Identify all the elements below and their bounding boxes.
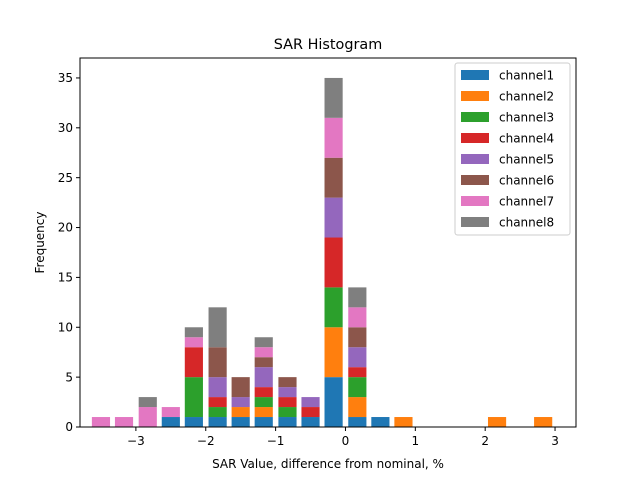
bar-channel3-bin-10 — [324, 287, 343, 328]
bar-channel4-bin-10 — [324, 237, 343, 288]
bar-channel8-bin-5 — [208, 307, 227, 348]
bar-channel1-bin-7 — [254, 417, 273, 427]
bar-channel7-bin-7 — [254, 347, 273, 358]
bar-channel4-bin-8 — [278, 397, 297, 408]
bar-channel7-bin-10 — [324, 117, 343, 158]
y-tick-label: 5 — [65, 370, 73, 384]
bar-channel8-bin-10 — [324, 77, 343, 118]
x-tick-label: −2 — [197, 434, 215, 448]
legend-label-channel3: channel3 — [499, 110, 554, 124]
bar-channel7-bin-4 — [184, 337, 203, 348]
bar-channel1-bin-3 — [161, 417, 180, 427]
bar-channel7-bin-2 — [138, 407, 157, 427]
y-tick-label: 35 — [58, 71, 73, 85]
bar-channel2-bin-7 — [254, 407, 273, 418]
bar-channel1-bin-5 — [208, 417, 227, 427]
bar-channel7-bin-0 — [91, 417, 111, 427]
bar-channel1-bin-10 — [324, 377, 343, 427]
bar-channel6-bin-6 — [231, 377, 250, 398]
chart-title: SAR Histogram — [274, 37, 382, 53]
bar-channel4-bin-9 — [301, 407, 320, 418]
legend-swatch-channel8 — [461, 217, 489, 227]
y-tick-label: 25 — [58, 171, 73, 185]
bar-channel7-bin-3 — [161, 407, 180, 418]
bar-channel1-bin-9 — [301, 417, 320, 427]
y-axis: 0 5 10 15 20 25 30 35 — [58, 71, 80, 434]
legend-swatch-channel5 — [461, 154, 489, 164]
bar-channel6-bin-5 — [208, 347, 227, 378]
bar-channel1-bin-12 — [371, 417, 390, 427]
legend-swatch-channel2 — [461, 91, 489, 101]
bar-channel5-bin-10 — [324, 197, 343, 238]
legend-swatch-channel3 — [461, 112, 489, 122]
bar-channel1-bin-8 — [278, 417, 297, 427]
x-tick-label: −3 — [127, 434, 145, 448]
bar-channel6-bin-8 — [278, 377, 297, 388]
legend-label-channel6: channel6 — [499, 173, 554, 187]
y-axis-label: Frequency — [33, 212, 47, 274]
bar-channel6-bin-10 — [324, 157, 343, 198]
bar-channel3-bin-5 — [208, 407, 227, 418]
bar-channel2-bin-14 — [487, 417, 507, 427]
bar-channel5-bin-6 — [231, 397, 250, 408]
bar-channel4-bin-7 — [254, 387, 273, 398]
bar-channel2-bin-6 — [231, 407, 250, 418]
bar-channel6-bin-7 — [254, 357, 273, 368]
bar-channel5-bin-8 — [278, 387, 297, 398]
bar-channel1-bin-11 — [348, 417, 367, 427]
bar-channel4-bin-11 — [348, 367, 367, 378]
x-tick-label: 0 — [342, 434, 350, 448]
bar-channel7-bin-1 — [114, 417, 134, 427]
x-tick-label: 3 — [551, 434, 559, 448]
legend-box — [454, 62, 571, 236]
bar-channel1-bin-6 — [231, 417, 250, 427]
bar-channel6-bin-11 — [348, 327, 367, 348]
bar-channel3-bin-7 — [254, 397, 273, 408]
legend-swatch-channel7 — [461, 196, 489, 206]
legend-label-channel1: channel1 — [499, 68, 554, 82]
y-tick-label: 30 — [58, 121, 73, 135]
legend-label-channel7: channel7 — [499, 194, 554, 208]
legend-label-channel5: channel5 — [499, 152, 554, 166]
bar-channel2-bin-13 — [394, 417, 413, 427]
x-tick-label: 1 — [412, 434, 420, 448]
bar-channel3-bin-8 — [278, 407, 297, 418]
bar-channel8-bin-2 — [138, 397, 157, 408]
bar-channel3-bin-4 — [184, 377, 203, 418]
bar-channel8-bin-7 — [254, 337, 273, 348]
y-tick-label: 10 — [58, 320, 73, 334]
y-tick-label: 20 — [58, 221, 73, 235]
x-tick-label: 2 — [481, 434, 489, 448]
bar-channel2-bin-15 — [534, 417, 553, 427]
bar-channel5-bin-11 — [348, 347, 367, 368]
bar-channel3-bin-11 — [348, 377, 367, 398]
y-tick-label: 0 — [65, 420, 73, 434]
legend-swatch-channel6 — [461, 175, 489, 185]
legend-label-channel4: channel4 — [499, 131, 554, 145]
bar-channel2-bin-11 — [348, 397, 367, 418]
legend-swatch-channel4 — [461, 133, 489, 143]
bar-channel2-bin-10 — [324, 327, 343, 378]
legend-label-channel2: channel2 — [499, 89, 554, 103]
x-axis: −3 −2 −1 0 1 2 3 — [127, 427, 559, 448]
bar-channel8-bin-4 — [184, 327, 203, 338]
y-tick-label: 15 — [58, 271, 73, 285]
bar-channel5-bin-9 — [301, 397, 320, 408]
x-axis-label: SAR Value, difference from nominal, % — [212, 457, 444, 471]
legend: channel1 channel2 channel3 channel4 channel5… — [454, 62, 571, 236]
x-tick-label: −1 — [267, 434, 285, 448]
bar-channel5-bin-5 — [208, 377, 227, 398]
bar-channel5-bin-7 — [254, 367, 273, 388]
bar-channel4-bin-4 — [184, 347, 203, 378]
bar-channel7-bin-11 — [348, 307, 367, 328]
plot-frame — [79, 57, 577, 428]
bar-channel8-bin-11 — [348, 287, 367, 308]
legend-label-channel8: channel8 — [499, 215, 554, 229]
legend-swatch-channel1 — [461, 70, 489, 80]
bar-channel4-bin-5 — [208, 397, 227, 408]
bar-layer — [91, 77, 553, 427]
bar-channel1-bin-4 — [184, 417, 203, 427]
